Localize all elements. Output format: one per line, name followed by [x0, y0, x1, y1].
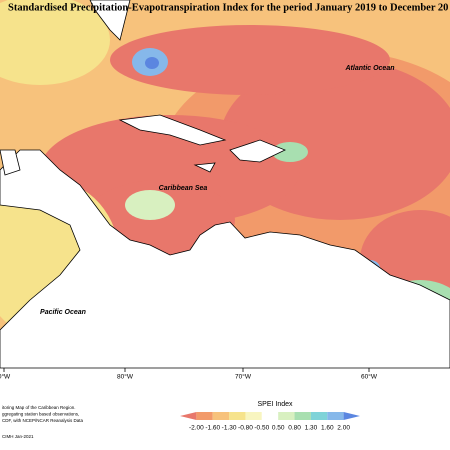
legend-tick-label: -0.80	[238, 425, 253, 432]
footnote-line: itoring Map of the Caribbean Region.	[2, 405, 76, 410]
cuba	[118, 114, 227, 146]
legend-tick-label: 0.80	[288, 425, 301, 432]
legend-swatch	[278, 412, 295, 420]
legend-tick-label: -1.60	[205, 425, 220, 432]
legend-swatch	[229, 412, 246, 420]
longitude-label: 60°W	[361, 373, 378, 381]
longitude-label: 0°W	[0, 373, 11, 381]
legend: -2.00 -1.60 -1.30 -0.80 -0.50 0.50 0.80 1.30 1.6…	[180, 412, 360, 432]
landmass	[0, 149, 450, 369]
hispaniola	[229, 139, 286, 163]
map	[0, 0, 450, 369]
legend-swatch	[294, 412, 311, 420]
footnote: itoring Map of the Caribbean Region. ggre…	[2, 405, 84, 423]
spei-field	[0, 0, 110, 85]
map-title: Standardised Precipitation-Evapotranspir…	[8, 2, 448, 13]
legend-tick-label: -1.30	[222, 425, 237, 432]
florida	[89, 0, 131, 41]
ocean-label: Atlantic Ocean	[344, 65, 394, 72]
spei-field	[110, 25, 390, 95]
footnote-line: CDF, with NCEP/NCAR Reanalysis Data	[2, 418, 84, 423]
legend-swatch	[343, 412, 360, 420]
legend-tick-label: -2.00	[189, 425, 204, 432]
ocean-label: Pacific Ocean	[40, 309, 86, 316]
legend-swatch	[310, 412, 328, 420]
longitude-label: 80°W	[117, 373, 134, 381]
legend-swatch	[196, 412, 213, 420]
legend-swatch	[212, 412, 230, 420]
footnote-line: ggregating station based observations,	[2, 412, 79, 417]
spei-field	[125, 190, 175, 220]
legend-swatch	[261, 412, 279, 420]
legend-swatch	[245, 412, 262, 420]
legend-tick-label: 2.00	[337, 425, 350, 432]
legend-tick-label: 1.30	[305, 425, 318, 432]
legend-tick-label: 1.60	[321, 425, 334, 432]
legend-title: SPEI Index	[257, 401, 293, 408]
ocean-label: Caribbean Sea	[159, 185, 208, 192]
jamaica	[193, 162, 216, 173]
credit: CIMH Jan-2021	[2, 434, 34, 439]
longitude-label: 70°W	[235, 373, 252, 381]
legend-tick-label: -0.50	[254, 425, 269, 432]
spei-field	[272, 142, 308, 162]
legend-swatch	[327, 412, 344, 420]
legend-swatch	[180, 412, 197, 420]
legend-tick-label: 0.50	[272, 425, 285, 432]
yucatan	[0, 149, 21, 176]
graticule: 0°W 80°W 70°W 60°W	[0, 368, 378, 381]
spei-field	[145, 57, 159, 69]
